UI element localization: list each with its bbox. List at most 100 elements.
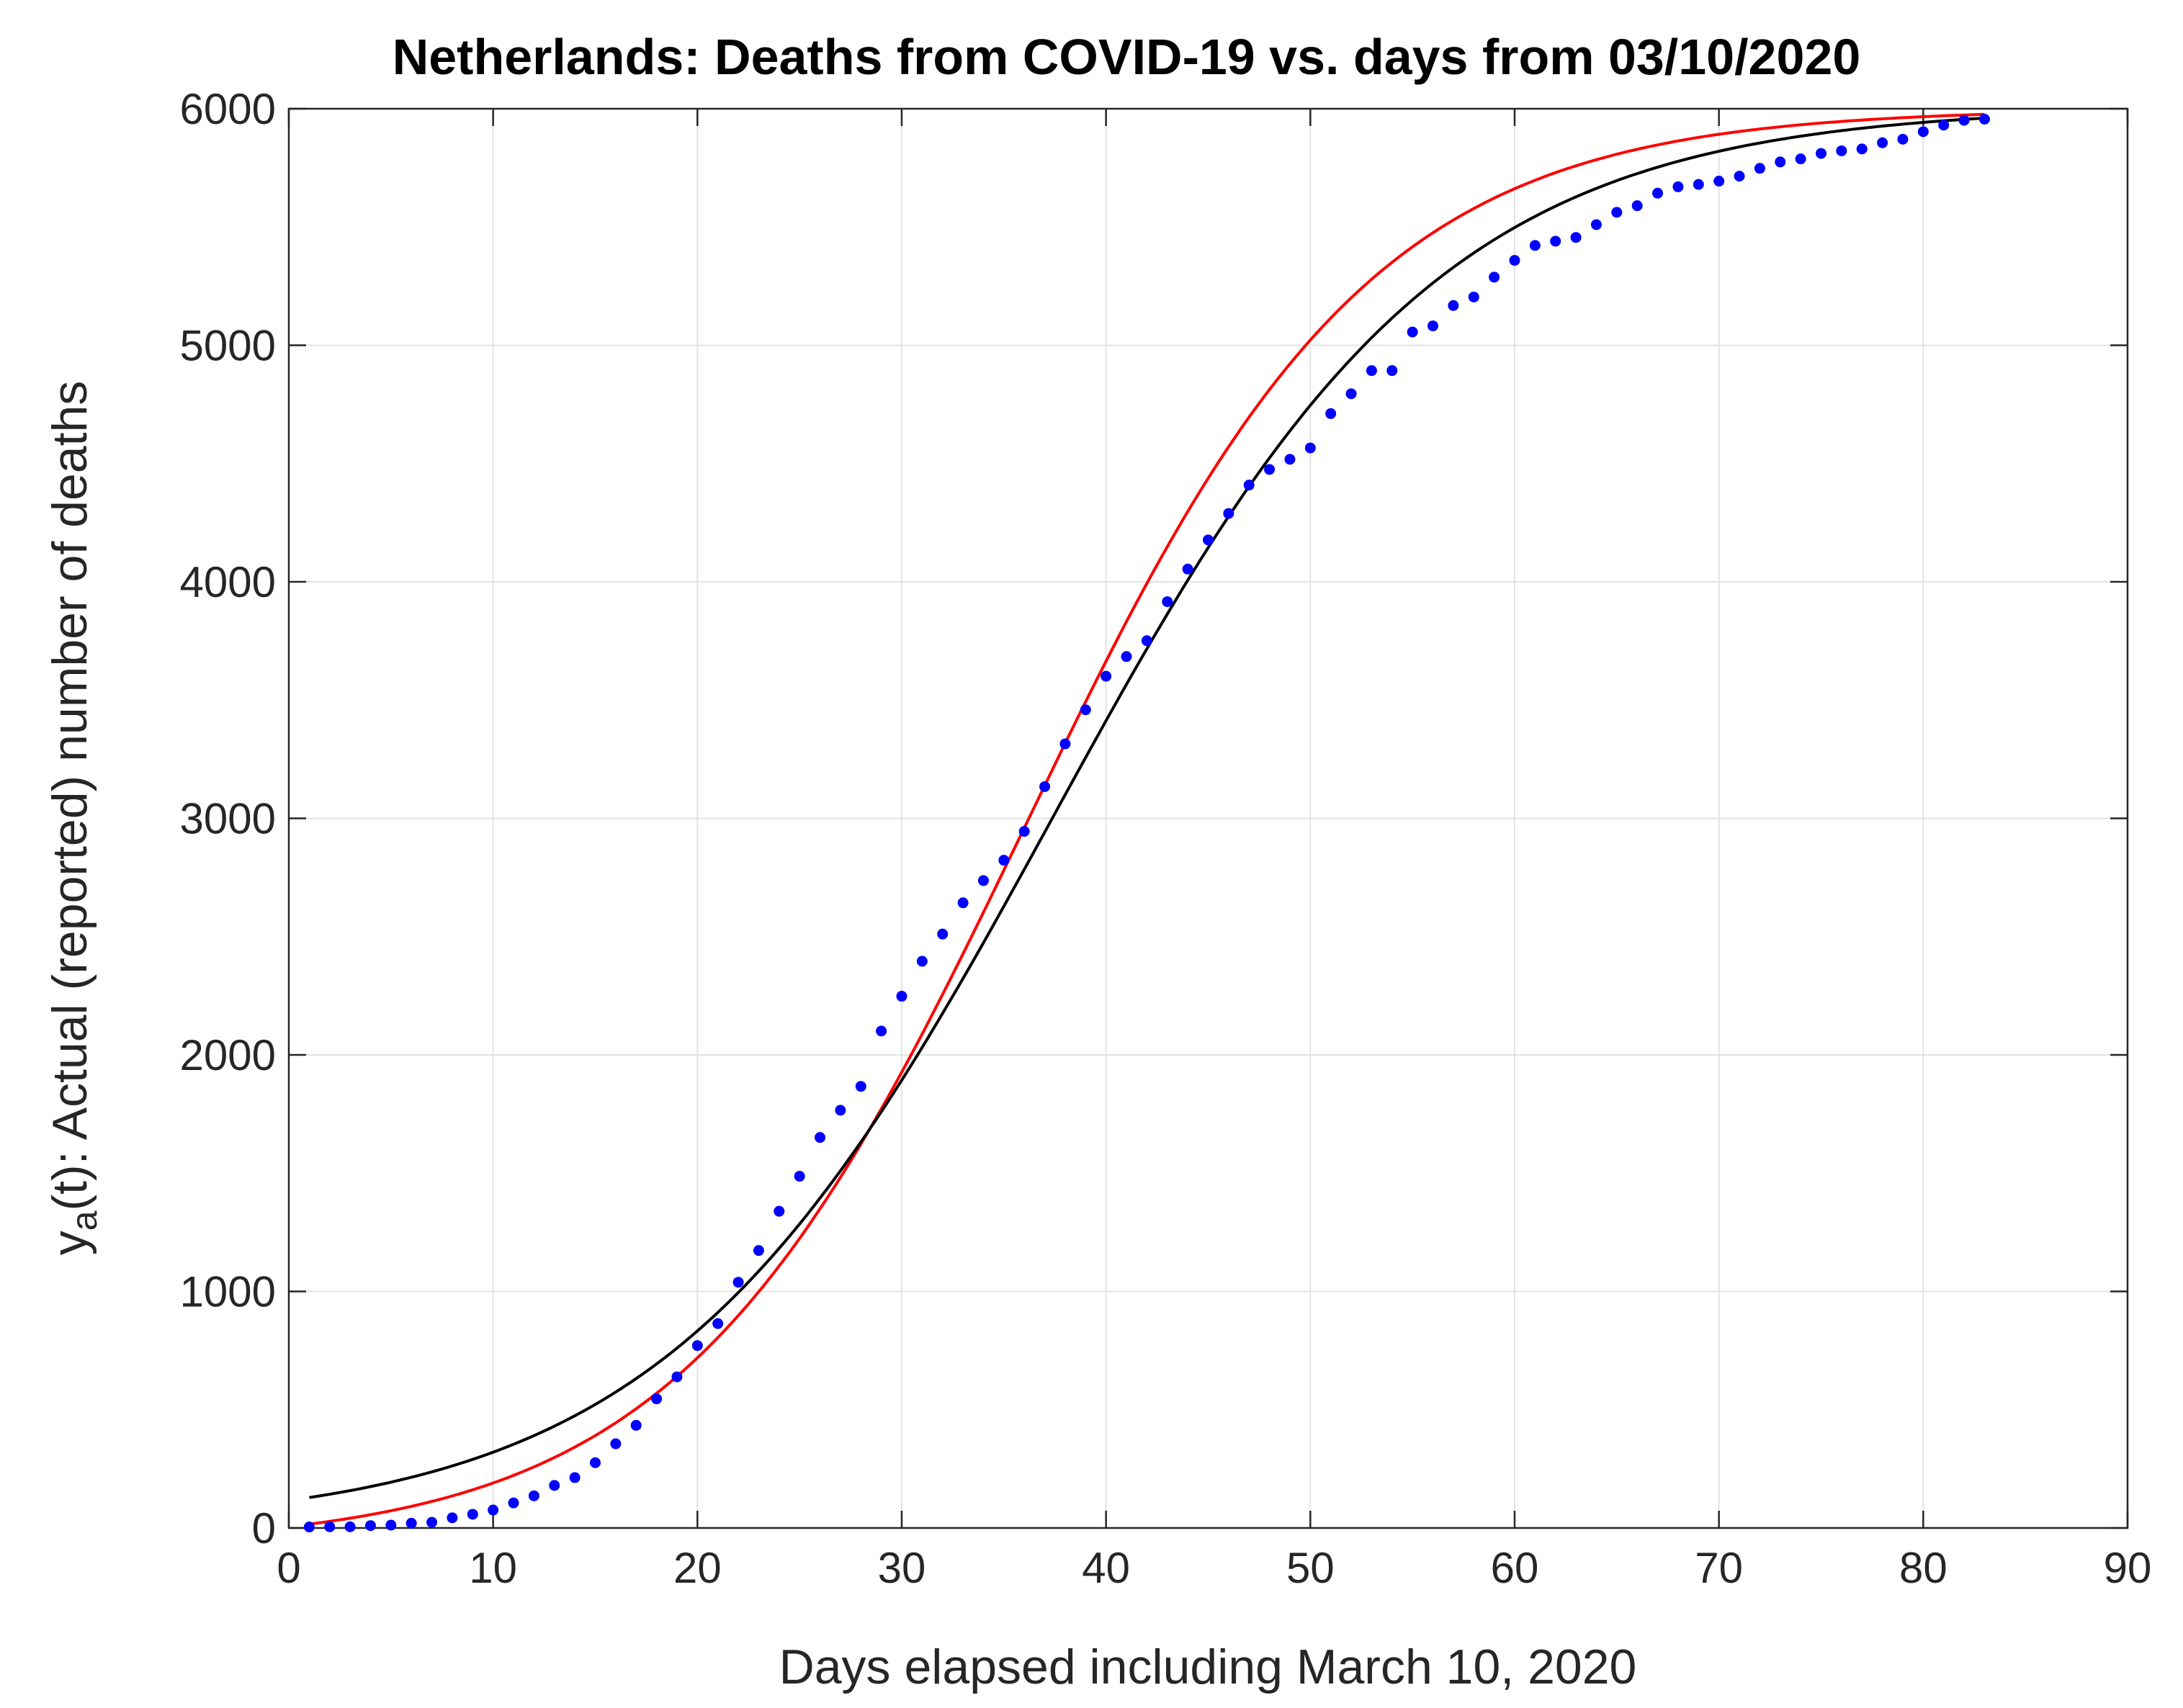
- data-point: [1795, 153, 1806, 165]
- data-point: [1162, 596, 1173, 608]
- x-axis-label: Days elapsed including March 10, 2020: [779, 1640, 1637, 1694]
- y-tick-label: 5000: [180, 322, 276, 370]
- x-tick-label: 30: [878, 1544, 926, 1592]
- data-point: [405, 1517, 417, 1529]
- data-point: [467, 1509, 478, 1520]
- data-point: [1121, 651, 1132, 662]
- data-point: [1141, 635, 1152, 647]
- data-point: [712, 1318, 724, 1329]
- data-point: [324, 1521, 336, 1532]
- data-point: [1631, 200, 1643, 212]
- data-point: [610, 1438, 622, 1449]
- x-tick-label: 0: [277, 1544, 300, 1592]
- y-tick-label: 0: [252, 1504, 276, 1552]
- data-point: [1284, 454, 1296, 465]
- data-point: [1856, 143, 1868, 155]
- data-point: [1345, 388, 1357, 400]
- y-axis-label: ya(t): Actual (reported) number of death…: [42, 381, 104, 1256]
- chart-title: Netherlands: Deaths from COVID-19 vs. da…: [393, 29, 1861, 85]
- data-point: [1468, 291, 1479, 302]
- data-point: [1958, 114, 1970, 126]
- data-point: [1366, 365, 1377, 377]
- data-point: [1672, 181, 1684, 192]
- data-point: [957, 897, 969, 909]
- data-point: [590, 1457, 601, 1468]
- data-point: [1611, 207, 1623, 218]
- x-tick-label: 60: [1491, 1544, 1539, 1592]
- data-point: [508, 1497, 519, 1509]
- y-tick-label: 1000: [180, 1268, 276, 1316]
- data-point: [1080, 704, 1091, 716]
- data-point: [1039, 781, 1051, 792]
- x-tick-label: 70: [1695, 1544, 1743, 1592]
- data-point: [1978, 113, 1990, 125]
- data-point: [1018, 826, 1030, 837]
- red-fit-line: [309, 112, 1985, 1526]
- data-points: [303, 113, 1990, 1533]
- data-point: [1427, 320, 1439, 332]
- data-point: [671, 1371, 683, 1383]
- data-point: [1938, 120, 1950, 131]
- data-point: [1529, 240, 1541, 251]
- y-axis-label-sub: a: [64, 1210, 104, 1231]
- data-point: [1836, 145, 1847, 156]
- data-point: [651, 1393, 663, 1405]
- data-point: [855, 1081, 866, 1092]
- y-tick-labels: 0 1000 2000 3000 4000 5000 6000: [180, 85, 276, 1552]
- data-point: [1550, 235, 1561, 247]
- ticks: [287, 107, 2129, 1529]
- y-tick-label: 6000: [180, 85, 276, 133]
- data-point: [1713, 176, 1725, 187]
- grid: [289, 109, 2128, 1528]
- data-point: [774, 1205, 785, 1217]
- data-point: [937, 928, 949, 940]
- data-point: [815, 1132, 826, 1143]
- data-point: [1693, 179, 1704, 190]
- data-point: [1325, 408, 1337, 419]
- data-point: [876, 1025, 887, 1037]
- data-point: [998, 855, 1010, 866]
- y-axis-label-main: y: [42, 1231, 97, 1255]
- data-point: [1448, 300, 1459, 311]
- data-point: [977, 875, 989, 886]
- data-point: [528, 1490, 539, 1501]
- data-point: [1407, 326, 1418, 338]
- data-point: [1243, 480, 1255, 491]
- x-tick-label: 80: [1899, 1544, 1947, 1592]
- fit-lines: [309, 112, 1985, 1526]
- data-point: [385, 1519, 397, 1531]
- data-point: [835, 1105, 846, 1116]
- data-point: [753, 1245, 764, 1257]
- x-tick-label: 90: [2104, 1544, 2152, 1592]
- data-point: [794, 1171, 805, 1182]
- data-point: [549, 1480, 560, 1491]
- data-point: [1264, 464, 1276, 475]
- data-point: [732, 1277, 744, 1288]
- data-point: [1917, 126, 1929, 138]
- data-point: [1509, 255, 1520, 266]
- data-point: [1734, 171, 1745, 182]
- data-point: [1203, 534, 1214, 546]
- data-point: [1059, 738, 1071, 750]
- y-tick-label: 4000: [180, 558, 276, 606]
- data-point: [1897, 133, 1909, 145]
- y-tick-label: 3000: [180, 795, 276, 843]
- data-point: [1775, 156, 1786, 168]
- data-point: [1489, 271, 1500, 283]
- data-point: [1590, 219, 1602, 230]
- data-point: [1652, 187, 1664, 199]
- y-tick-label: 2000: [180, 1031, 276, 1079]
- data-point: [1754, 163, 1765, 174]
- data-point: [1223, 508, 1234, 519]
- x-tick-label: 20: [673, 1544, 722, 1592]
- x-tick-label: 10: [469, 1544, 517, 1592]
- data-point: [569, 1472, 581, 1483]
- data-point: [303, 1522, 315, 1533]
- data-point: [896, 991, 907, 1002]
- data-point: [488, 1504, 499, 1516]
- data-point: [1570, 232, 1582, 243]
- y-axis-label-rest: (t): Actual (reported) number of deaths: [42, 381, 97, 1211]
- data-point: [1877, 137, 1888, 148]
- data-point: [630, 1419, 642, 1431]
